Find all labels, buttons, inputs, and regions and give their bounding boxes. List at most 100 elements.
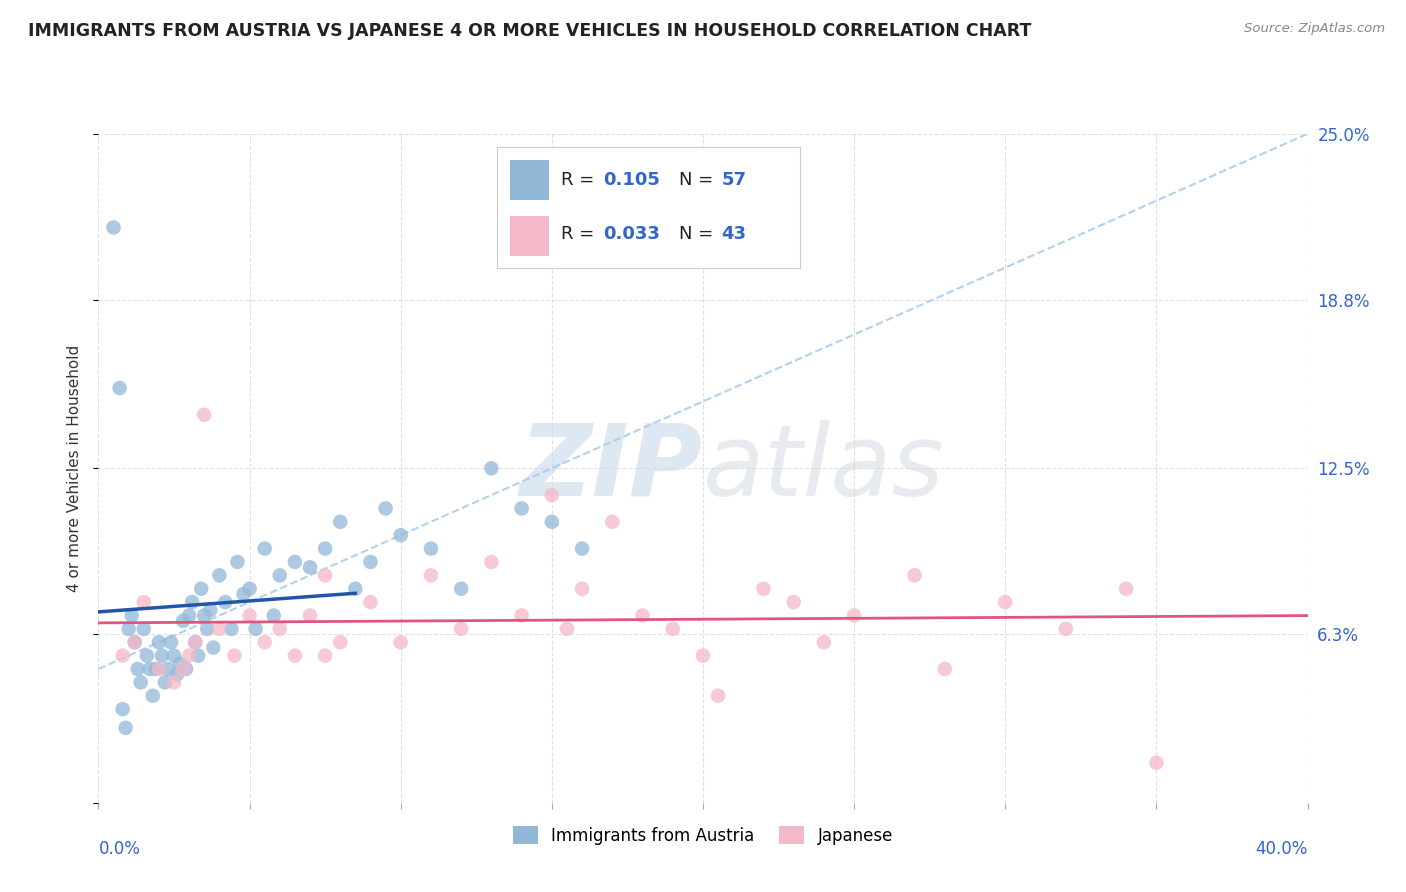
Point <box>139 662 162 676</box>
Text: IMMIGRANTS FROM AUSTRIA VS JAPANESE 4 OR MORE VEHICLES IN HOUSEHOLD CORRELATION : IMMIGRANTS FROM AUSTRIA VS JAPANESE 4 OR… <box>28 22 1032 40</box>
Point <box>420 568 443 582</box>
Point <box>844 608 866 623</box>
Point <box>153 675 176 690</box>
Point <box>329 635 352 649</box>
Point <box>692 648 714 663</box>
Point <box>156 662 179 676</box>
Point <box>145 662 167 676</box>
Point <box>187 648 209 663</box>
Point <box>214 595 236 609</box>
Point <box>124 635 146 649</box>
Point <box>1146 756 1168 770</box>
Point <box>299 560 322 574</box>
Point <box>783 595 806 609</box>
Point <box>1054 622 1077 636</box>
Point <box>193 608 215 623</box>
Point <box>172 614 194 628</box>
Point <box>118 622 141 636</box>
Point <box>132 595 155 609</box>
Point <box>329 515 352 529</box>
Point <box>253 635 276 649</box>
Point <box>121 608 143 623</box>
Point <box>541 515 564 529</box>
Point <box>344 582 367 596</box>
Point <box>994 595 1017 609</box>
Point <box>360 555 382 569</box>
Point <box>934 662 956 676</box>
Point <box>904 568 927 582</box>
Point <box>129 675 152 690</box>
Point <box>150 648 173 663</box>
Point <box>224 648 246 663</box>
Point <box>299 608 322 623</box>
Point <box>314 648 336 663</box>
Point <box>132 622 155 636</box>
Point <box>752 582 775 596</box>
Point <box>360 595 382 609</box>
Point <box>179 648 201 663</box>
Point <box>163 675 186 690</box>
Point <box>111 648 134 663</box>
Point <box>169 657 191 671</box>
Point <box>221 622 243 636</box>
Point <box>124 635 146 649</box>
Point <box>245 622 267 636</box>
Point <box>481 555 503 569</box>
Point <box>226 555 249 569</box>
Point <box>184 635 207 649</box>
Point <box>195 622 218 636</box>
Point <box>555 622 578 636</box>
Point <box>163 648 186 663</box>
Point <box>571 541 593 556</box>
Point <box>114 721 136 735</box>
Point <box>111 702 134 716</box>
Point <box>263 608 285 623</box>
Point <box>314 541 336 556</box>
Point <box>269 568 291 582</box>
Point <box>190 582 212 596</box>
Point <box>184 635 207 649</box>
Point <box>200 603 222 617</box>
Point <box>160 635 183 649</box>
Point <box>202 640 225 655</box>
Point <box>181 595 204 609</box>
Text: 0.0%: 0.0% <box>98 839 141 857</box>
Text: atlas: atlas <box>703 420 945 516</box>
Point <box>239 582 262 596</box>
Point <box>662 622 685 636</box>
Legend: Immigrants from Austria, Japanese: Immigrants from Austria, Japanese <box>506 820 900 851</box>
Point <box>179 608 201 623</box>
Point <box>108 381 131 395</box>
Y-axis label: 4 or more Vehicles in Household: 4 or more Vehicles in Household <box>67 344 83 592</box>
Point <box>510 608 533 623</box>
Point <box>172 662 194 676</box>
Point <box>193 408 215 422</box>
Point <box>269 622 291 636</box>
Point <box>208 622 231 636</box>
Point <box>142 689 165 703</box>
Text: Source: ZipAtlas.com: Source: ZipAtlas.com <box>1244 22 1385 36</box>
Point <box>510 501 533 516</box>
Point <box>450 622 472 636</box>
Point <box>232 587 254 601</box>
Point <box>389 528 412 542</box>
Text: ZIP: ZIP <box>520 420 703 516</box>
Point <box>174 662 197 676</box>
Point <box>208 568 231 582</box>
Point <box>707 689 730 703</box>
Point <box>127 662 149 676</box>
Point <box>253 541 276 556</box>
Point <box>166 667 188 681</box>
Point <box>284 555 307 569</box>
Point <box>374 501 396 516</box>
Point <box>389 635 412 649</box>
Text: 40.0%: 40.0% <box>1256 839 1308 857</box>
Point <box>420 541 443 556</box>
Point <box>631 608 654 623</box>
Point <box>314 568 336 582</box>
Point <box>239 608 262 623</box>
Point <box>284 648 307 663</box>
Point <box>148 635 170 649</box>
Point <box>813 635 835 649</box>
Point <box>450 582 472 596</box>
